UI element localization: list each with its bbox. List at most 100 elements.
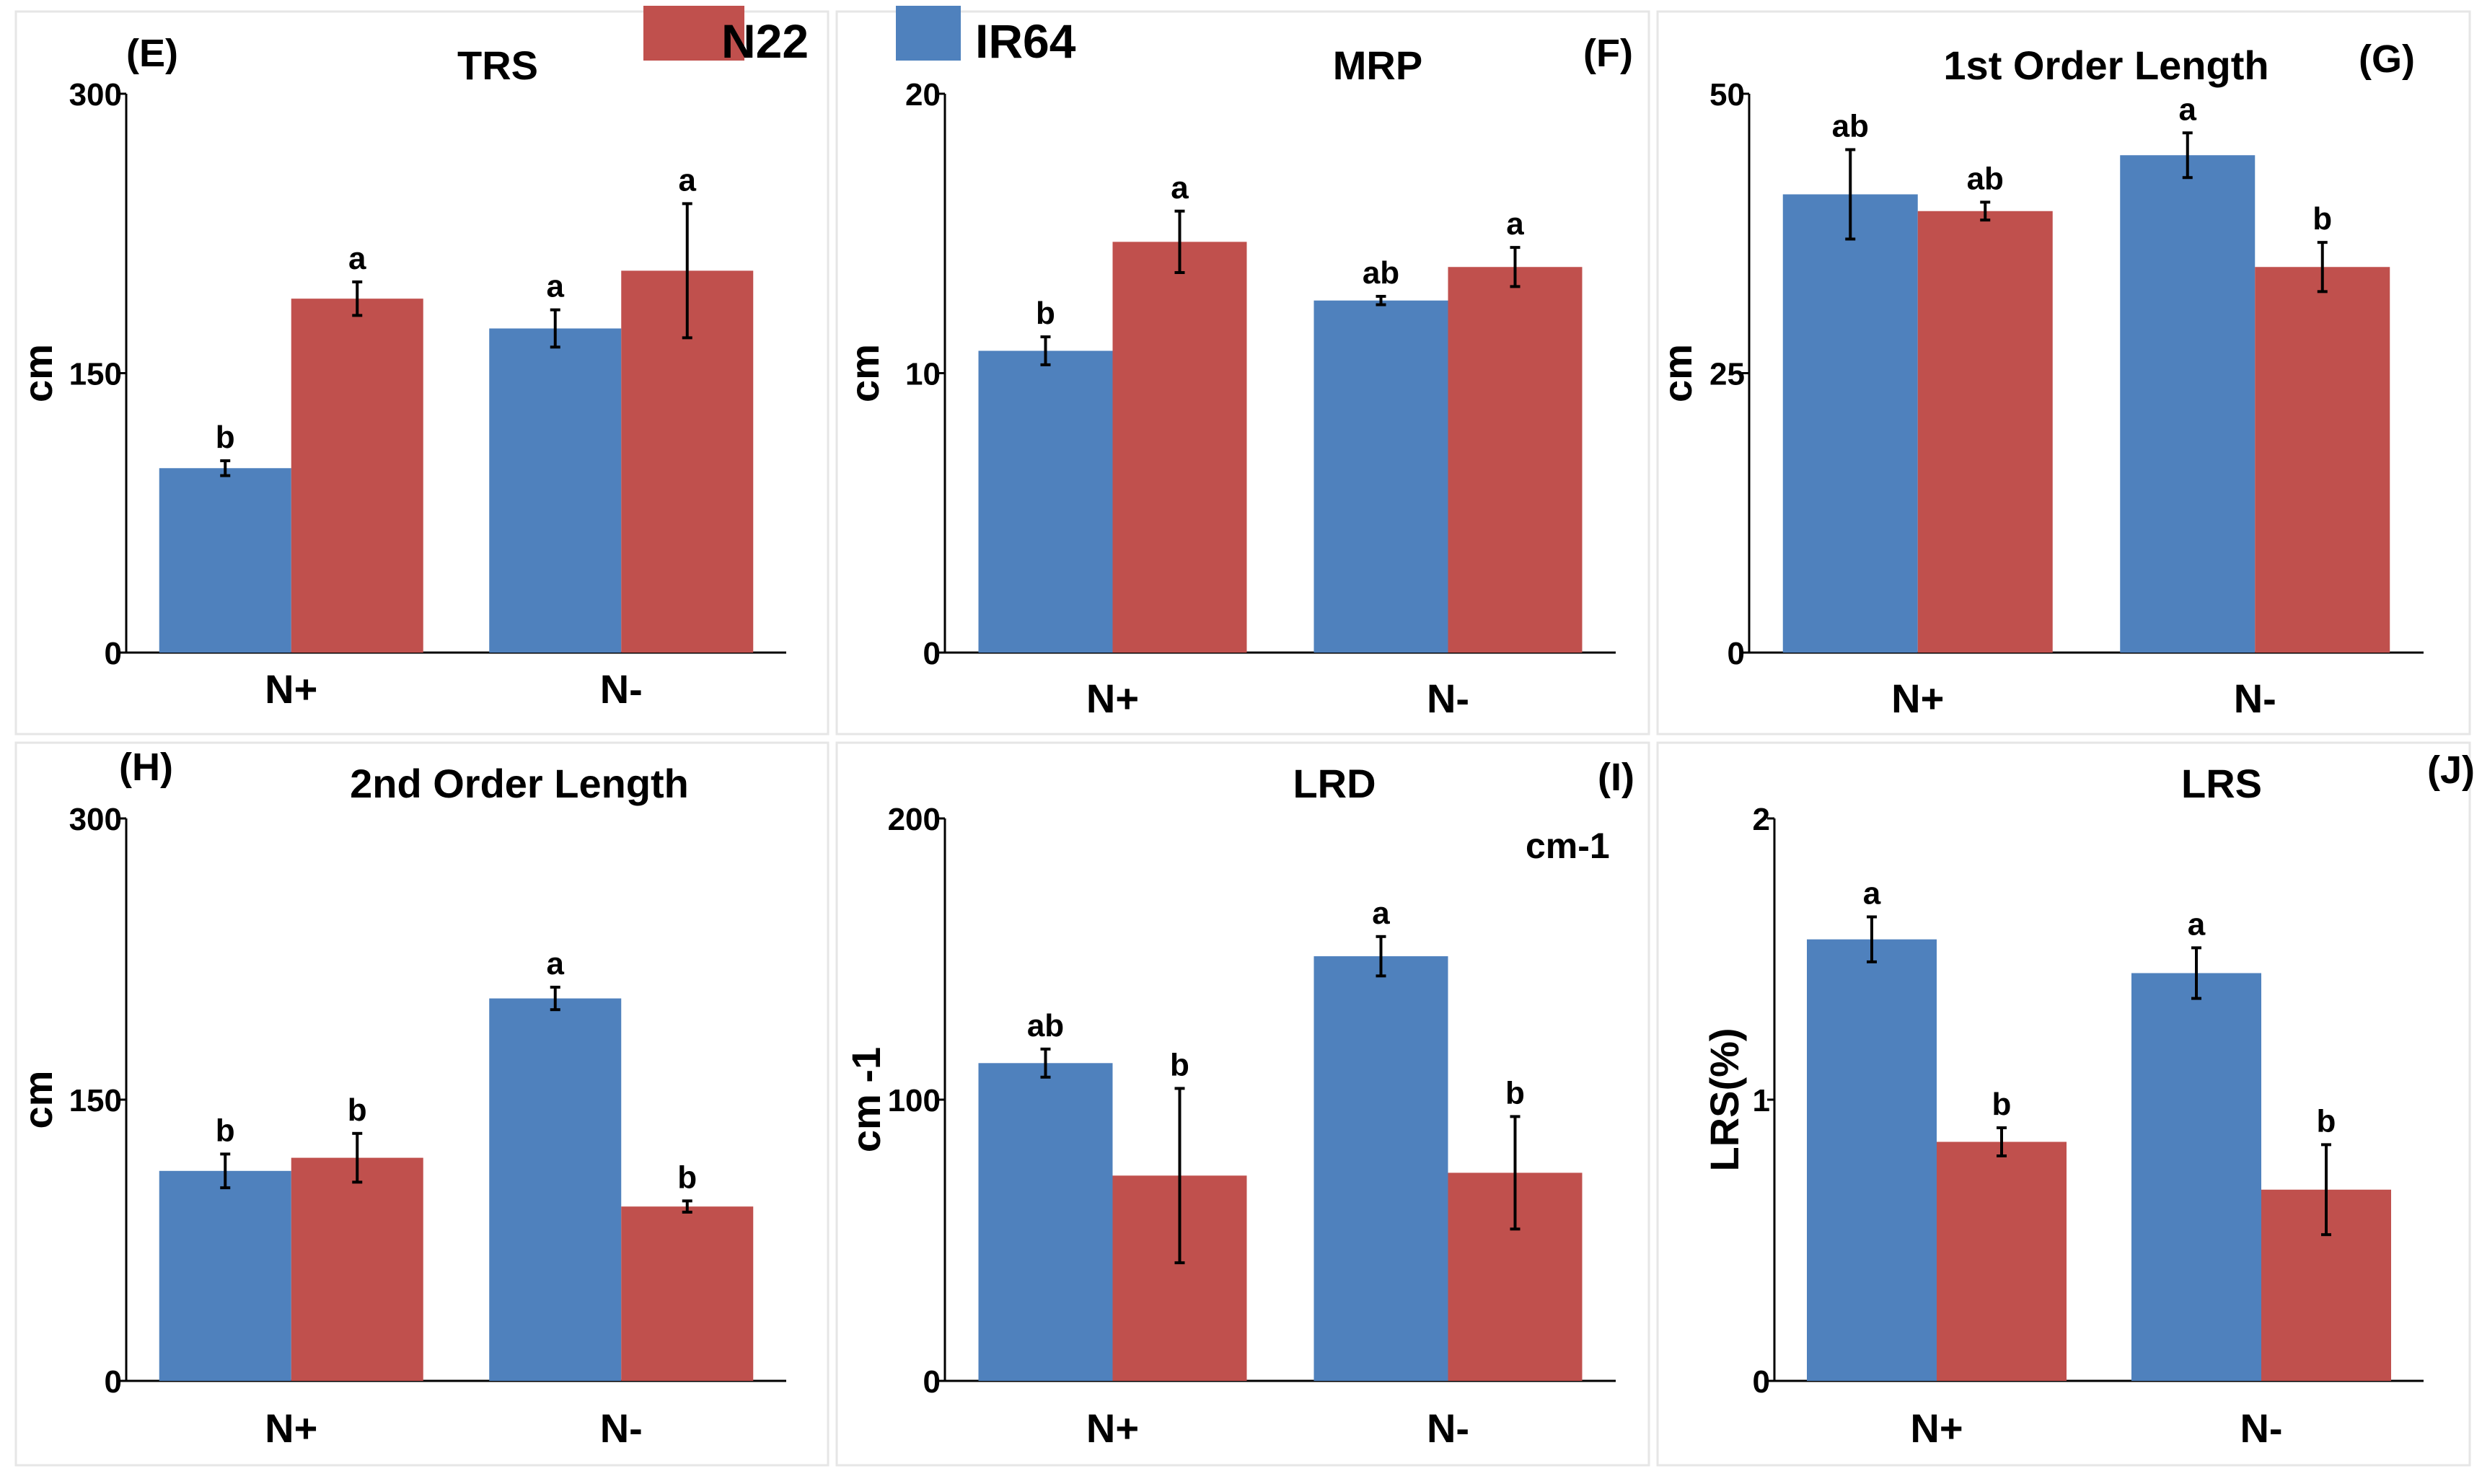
y-tick-label: 20 <box>905 77 941 112</box>
y-axis-label: cm <box>15 344 61 402</box>
bar-n22-nplus <box>1937 1141 2067 1381</box>
bar-ir64-nminus <box>2131 973 2261 1381</box>
bar-n22-nminus <box>2255 267 2390 653</box>
y-tick-label: 200 <box>888 802 941 837</box>
bar-ir64-nplus <box>978 350 1113 653</box>
x-category-label: N+ <box>1910 1405 1963 1451</box>
bar-n22-nplus <box>1112 242 1247 653</box>
x-category-label: N- <box>1427 676 1469 721</box>
y-tick-label: 150 <box>69 1083 122 1118</box>
unit-annotation: cm-1 <box>1526 826 1610 866</box>
legend-label-n22: N22 <box>721 14 809 68</box>
bar-ir64-nplus <box>1782 194 1918 653</box>
significance-letter: a <box>1171 170 1189 206</box>
panel-frame-i <box>835 741 1650 1467</box>
significance-letter: a <box>1372 896 1390 931</box>
bar-n22-nplus <box>291 299 423 653</box>
x-category-label: N+ <box>265 1405 317 1451</box>
significance-letter: b <box>1992 1087 2012 1122</box>
significance-letter: ab <box>1832 109 1869 144</box>
legend-swatch-ir64 <box>896 6 961 61</box>
significance-letter: a <box>1506 206 1524 242</box>
chart-panel-f: 0 10 20 MRP (F) cm b a N+ ab a N- <box>842 32 1633 721</box>
panel-frame-g <box>1656 10 2471 736</box>
y-tick-label: 25 <box>1709 357 1745 392</box>
y-tick-label: 300 <box>69 77 122 112</box>
chart-title: LRD <box>1293 761 1376 806</box>
significance-letter: b <box>1036 296 1055 331</box>
x-category-label: N- <box>600 666 643 712</box>
significance-letter: a <box>1863 876 1881 911</box>
chart-title: 2nd Order Length <box>350 761 689 806</box>
y-tick-label: 10 <box>905 357 941 392</box>
chart-title: 1st Order Length <box>1943 43 2268 88</box>
bar-ir64-nplus <box>159 1170 291 1381</box>
y-tick-label: 1 <box>1753 1083 1770 1118</box>
panel-letter: (F) <box>1583 32 1633 75</box>
y-tick-label: 300 <box>69 802 122 837</box>
chart-panel-j: 0 1 2 LRS (J) LRS(%) a b N+ a b N- <box>1702 748 2475 1451</box>
x-category-label: N+ <box>265 666 317 712</box>
x-category-label: N- <box>2240 1405 2282 1451</box>
panel-letter: (G) <box>2359 37 2415 81</box>
panel-letter: (I) <box>1598 756 1634 799</box>
bar-n22-nplus <box>291 1157 423 1381</box>
legend-label-ir64: IR64 <box>975 14 1076 68</box>
significance-letter: b <box>677 1160 697 1195</box>
bar-n22-nminus <box>621 1206 754 1381</box>
bar-ir64-nminus <box>1313 956 1448 1381</box>
y-tick-label: 150 <box>69 357 122 392</box>
y-tick-label: 0 <box>1728 636 1745 671</box>
panel-frame-h <box>14 741 829 1467</box>
legend: N22 IR64 <box>643 6 1076 68</box>
significance-letter: b <box>216 420 235 455</box>
y-tick-label: 0 <box>1753 1364 1770 1400</box>
bar-ir64-nminus <box>1313 300 1448 653</box>
panel-letter: (J) <box>2427 748 2475 792</box>
chart-title: MRP <box>1333 43 1422 88</box>
x-category-label: N- <box>600 1405 643 1451</box>
significance-letter: ab <box>1363 255 1399 291</box>
significance-letter: a <box>547 269 565 304</box>
significance-letter: b <box>348 1092 367 1128</box>
significance-letter: ab <box>1027 1008 1064 1043</box>
x-category-label: N+ <box>1086 676 1139 721</box>
significance-letter: b <box>1505 1075 1525 1110</box>
y-tick-label: 50 <box>1709 77 1745 112</box>
y-tick-label: 2 <box>1753 802 1770 837</box>
panel-letter: (E) <box>126 32 178 75</box>
significance-letter: a <box>679 162 697 198</box>
significance-letter: a <box>2179 92 2197 127</box>
significance-letter: a <box>2188 906 2206 942</box>
bar-ir64-nminus <box>489 998 622 1381</box>
significance-letter: b <box>2317 1103 2336 1139</box>
x-category-label: N+ <box>1086 1405 1139 1451</box>
y-axis-label: LRS(%) <box>1702 1028 1747 1171</box>
y-tick-label: 0 <box>105 1364 122 1400</box>
bar-ir64-nplus <box>978 1063 1113 1381</box>
significance-letter: b <box>1170 1047 1189 1082</box>
chart-title: TRS <box>457 43 538 88</box>
panel-frame-e <box>14 10 829 736</box>
y-axis-label: cm -1 <box>843 1047 889 1152</box>
y-axis-label: cm <box>15 1071 61 1129</box>
bar-ir64-nminus <box>2120 155 2256 653</box>
significance-letter: ab <box>1967 161 2004 196</box>
y-tick-label: 100 <box>888 1083 941 1118</box>
panel-frame-j <box>1656 741 2471 1467</box>
x-category-label: N- <box>1427 1405 1469 1451</box>
significance-letter: b <box>216 1113 235 1148</box>
legend-swatch-n22 <box>643 6 744 61</box>
y-tick-label: 0 <box>923 636 941 671</box>
panel-letter: (H) <box>119 746 173 789</box>
bar-ir64-nminus <box>489 328 622 653</box>
bar-n22-nplus <box>1917 211 2053 653</box>
significance-letter: b <box>2312 201 2332 237</box>
chart-panel-e: 0 150 300 TRS (E) cm b a N+ a a N- <box>15 32 786 712</box>
x-category-label: N- <box>2234 676 2276 721</box>
x-category-label: N+ <box>1891 676 1944 721</box>
significance-letter: a <box>348 241 366 276</box>
y-axis-label: cm <box>1655 344 1700 402</box>
